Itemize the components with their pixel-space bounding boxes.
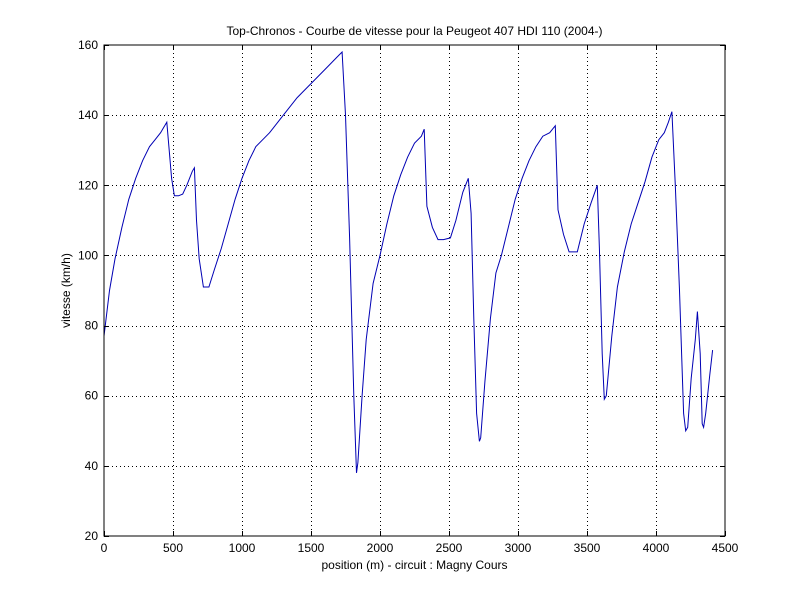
x-tick-label: 0 <box>101 541 108 555</box>
y-tick-label: 20 <box>85 529 99 543</box>
x-tick-label: 2000 <box>367 541 394 555</box>
y-tick-label: 40 <box>85 459 99 473</box>
x-tick-label: 2500 <box>436 541 463 555</box>
x-tick-label: 3500 <box>574 541 601 555</box>
y-tick-label: 160 <box>78 38 98 52</box>
series-line-speed <box>103 50 714 473</box>
x-tick-label: 1500 <box>298 541 325 555</box>
y-tick-label: 80 <box>85 319 99 333</box>
y-tick-label: 60 <box>85 389 99 403</box>
y-axis-title: vitesse (km/h) <box>59 253 73 328</box>
y-tick-label: 140 <box>78 108 98 122</box>
x-axis-title: position (m) - circuit : Magny Cours <box>321 558 507 572</box>
axis-ticks <box>104 45 726 537</box>
y-tick-labels: 20 40 60 80 100 120 140 160 <box>78 38 98 543</box>
x-tick-label: 3000 <box>505 541 532 555</box>
x-tick-label: 4500 <box>712 541 739 555</box>
y-tick-label: 100 <box>78 248 98 262</box>
x-tick-label: 1000 <box>229 541 256 555</box>
x-tick-labels: 0 500 1000 1500 2000 2500 3000 3500 4000 4500 <box>101 541 739 555</box>
x-tick-label: 4000 <box>643 541 670 555</box>
chart-title: Top-Chronos - Courbe de vitesse pour la … <box>227 24 603 38</box>
plot-area <box>104 45 725 536</box>
axes-frame <box>103 44 726 537</box>
x-tick-label: 500 <box>163 541 183 555</box>
y-tick-label: 120 <box>78 178 98 192</box>
